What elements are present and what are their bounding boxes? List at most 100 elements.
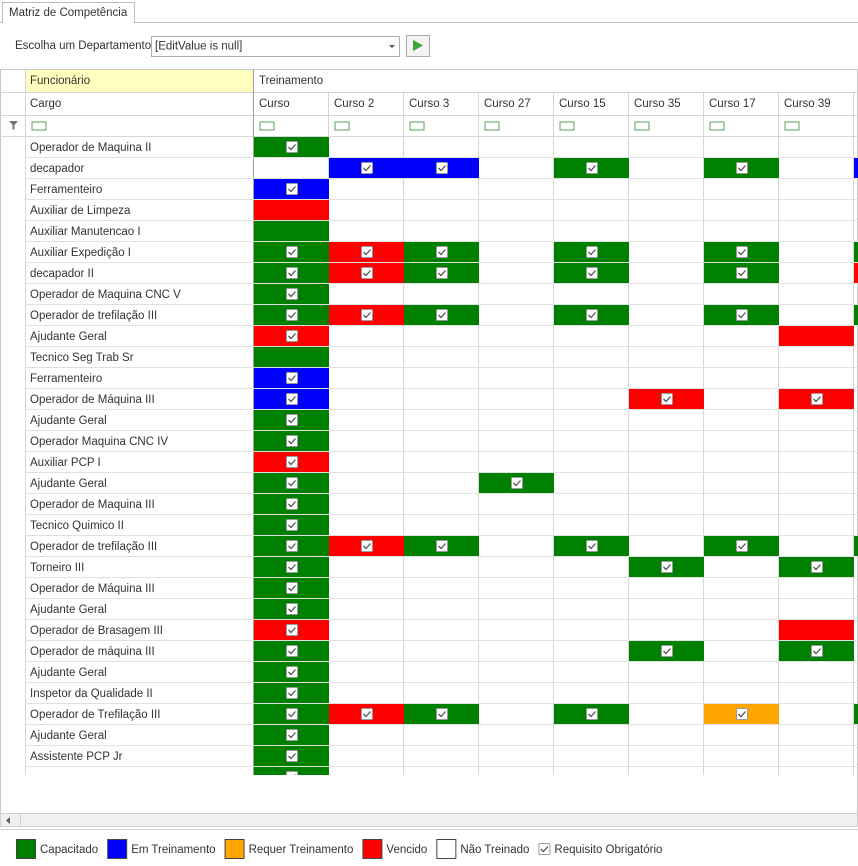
required-check: [286, 435, 298, 447]
legend-swatch: [362, 839, 383, 859]
legend-label: Em Treinamento: [131, 844, 215, 856]
required-check-tick: [588, 543, 596, 550]
row-label: Operador de Maquina III: [30, 499, 155, 511]
required-check: [286, 708, 298, 720]
required-check-tick: [738, 165, 746, 172]
row-label: Operador Maquina CNC IV: [30, 436, 168, 448]
required-check: [436, 309, 448, 321]
row-label: Ajudante Geral: [30, 415, 107, 427]
cell: [779, 326, 854, 346]
required-check: [286, 624, 298, 636]
required-check: [586, 540, 598, 552]
required-check-tick: [438, 312, 446, 319]
cell: [854, 158, 858, 178]
required-check-tick: [288, 669, 296, 676]
row-label: Operador de Máquina III: [30, 583, 155, 595]
department-combo[interactable]: [151, 36, 400, 57]
required-check: [286, 456, 298, 468]
required-check-tick: [438, 270, 446, 277]
row-label: decapador II: [30, 268, 94, 280]
required-check: [436, 246, 448, 258]
required-check: [286, 372, 298, 384]
required-check: [286, 687, 298, 699]
column-header: Curso 3: [409, 98, 449, 110]
required-check: [286, 666, 298, 678]
required-check: [736, 309, 748, 321]
legend: Capacitado Em Treinamento Requer Treinamen…: [16, 839, 662, 859]
legend-swatch: [224, 839, 245, 859]
legend-swatch: [16, 839, 36, 859]
required-check-tick: [288, 333, 296, 340]
row-label: Inspetor da Qualidade II: [30, 688, 153, 700]
required-check: [286, 540, 298, 552]
row-label: Torneiro III: [30, 562, 84, 574]
required-check-tick: [288, 186, 296, 193]
required-check: [736, 246, 748, 258]
required-check-tick: [438, 249, 446, 256]
required-check: [736, 540, 748, 552]
required-check-tick: [288, 606, 296, 613]
required-check-tick: [363, 543, 371, 550]
filter-glyph: [559, 121, 575, 131]
grid-frame: [0, 69, 858, 814]
required-check-tick: [288, 585, 296, 592]
required-check-tick: [363, 711, 371, 718]
required-check-tick: [588, 165, 596, 172]
required-check-tick: [288, 543, 296, 550]
row-header: Cargo: [30, 98, 61, 110]
required-check-tick: [288, 312, 296, 319]
filter-glyph: [784, 121, 800, 131]
filter-icon[interactable]: [9, 121, 18, 130]
cell: [779, 620, 854, 640]
required-check-tick: [513, 480, 521, 487]
required-check-tick: [288, 648, 296, 655]
required-check-tick: [288, 459, 296, 466]
required-check: [286, 267, 298, 279]
required-check: [286, 414, 298, 426]
filter-glyph: [634, 121, 650, 131]
required-check-tick: [288, 753, 296, 760]
legend-swatch: [107, 839, 128, 859]
cell: [854, 536, 858, 556]
required-check: [586, 162, 598, 174]
row-label: Assistente PCP Jr: [30, 751, 123, 763]
row-label: Auxiliar de Limpeza: [30, 205, 131, 217]
required-check-tick: [738, 249, 746, 256]
required-check-tick: [288, 291, 296, 298]
tab-label: Matriz de Competência: [9, 7, 128, 19]
row-label: Ajudante Geral: [30, 667, 107, 679]
required-check: [286, 582, 298, 594]
cell: [254, 221, 329, 241]
column-header: Curso: [259, 98, 290, 110]
required-check: [586, 267, 598, 279]
filter-glyph: [334, 121, 350, 131]
required-check-tick: [288, 417, 296, 424]
row-label: Operador de Trefilação III: [30, 709, 160, 721]
row-label: Ferramenteiro: [30, 373, 102, 385]
group-header: Treinamento: [259, 75, 323, 87]
column-header: Curso 39: [784, 98, 831, 110]
h-scrollbar[interactable]: [0, 813, 858, 827]
required-check-tick: [663, 648, 671, 655]
scroll-left[interactable]: [6, 817, 10, 824]
required-check-tick: [363, 249, 371, 256]
required-check-tick: [288, 375, 296, 382]
required-check: [811, 561, 823, 573]
column-header: Curso 35: [634, 98, 681, 110]
required-check-tick: [288, 690, 296, 697]
required-check: [286, 393, 298, 405]
legend-check: [538, 843, 551, 855]
legend-label: Não Treinado: [460, 844, 529, 856]
required-check-tick: [813, 564, 821, 571]
row-label: Auxiliar Manutencao I: [30, 226, 141, 238]
required-check-tick: [438, 165, 446, 172]
row-label: Operador de trefilação III: [30, 310, 157, 322]
required-check: [811, 393, 823, 405]
required-check: [586, 708, 598, 720]
row-label: Ajudante Geral: [30, 730, 107, 742]
legend-check-tick: [540, 846, 549, 853]
group-header-bg: [26, 70, 253, 92]
filter-glyph: [484, 121, 500, 131]
